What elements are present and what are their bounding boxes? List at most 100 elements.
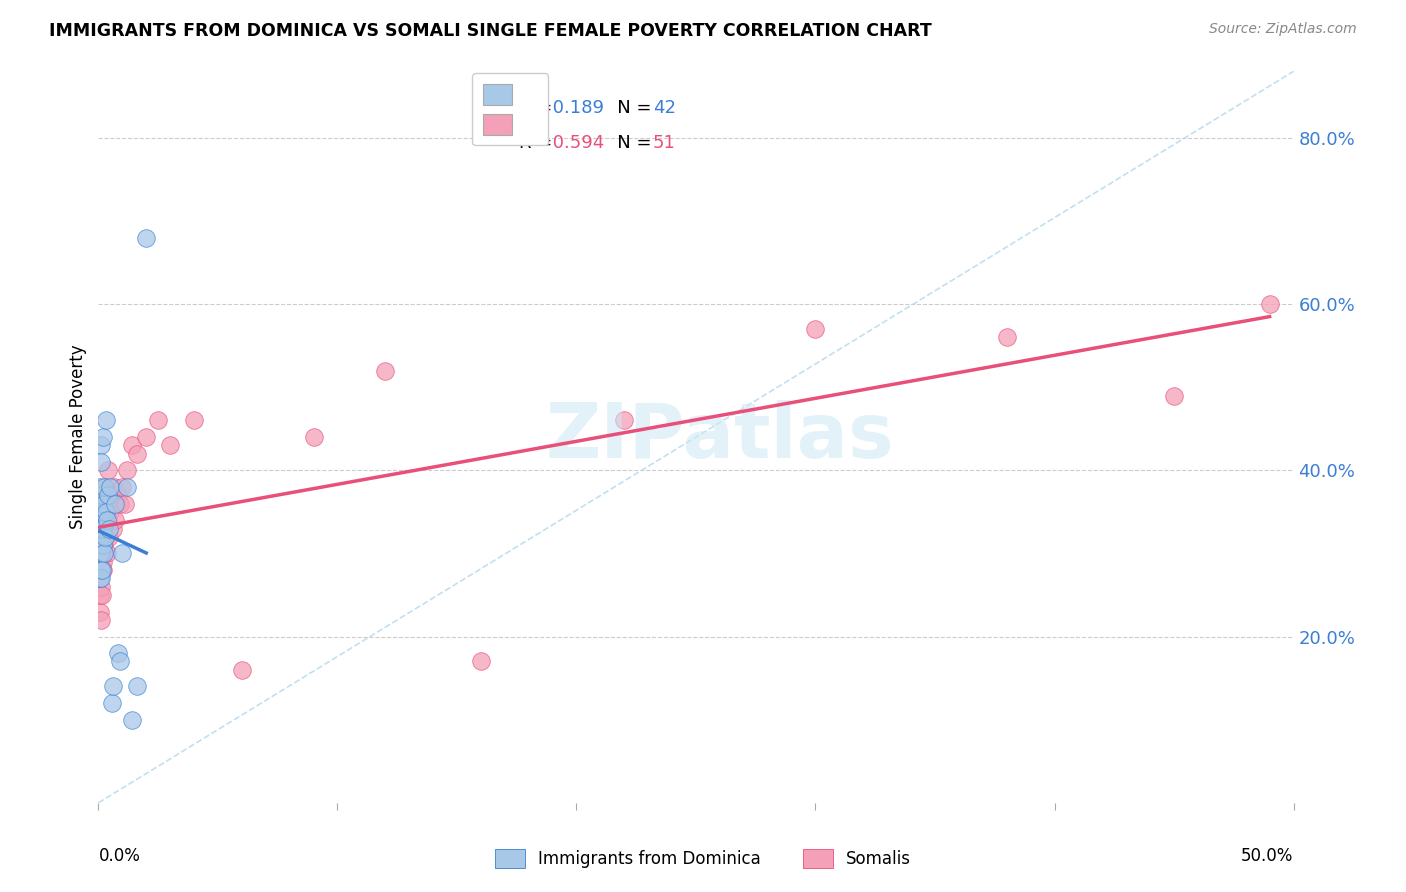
Point <box>90 546 112 560</box>
Point <box>108 655 131 669</box>
Point <box>89 546 111 560</box>
Point <box>91 530 114 544</box>
Text: IMMIGRANTS FROM DOMINICA VS SOMALI SINGLE FEMALE POVERTY CORRELATION CHART: IMMIGRANTS FROM DOMINICA VS SOMALI SINGL… <box>49 22 932 40</box>
Text: N =: N = <box>600 99 658 117</box>
Point <box>100 696 122 710</box>
Point <box>97 513 120 527</box>
Point <box>91 563 114 577</box>
Point <box>94 530 117 544</box>
Point <box>101 521 124 535</box>
Point <box>104 497 127 511</box>
Point <box>91 430 114 444</box>
Text: 42: 42 <box>652 99 676 117</box>
Point <box>103 480 125 494</box>
Point <box>90 530 112 544</box>
Point <box>94 505 117 519</box>
Point <box>90 455 112 469</box>
Point <box>91 505 114 519</box>
Point <box>89 588 111 602</box>
Point <box>97 488 120 502</box>
Point <box>90 563 112 577</box>
Point <box>107 646 129 660</box>
Point <box>121 713 143 727</box>
Point <box>100 497 122 511</box>
Y-axis label: Single Female Poverty: Single Female Poverty <box>69 345 87 529</box>
Point <box>91 521 114 535</box>
Point <box>89 546 111 560</box>
Text: 51: 51 <box>652 134 676 152</box>
Point <box>995 330 1018 344</box>
Point <box>98 521 121 535</box>
Text: ZIPatlas: ZIPatlas <box>546 401 894 474</box>
Point <box>96 546 118 560</box>
Point <box>231 663 253 677</box>
Point <box>1163 388 1185 402</box>
Point <box>114 497 136 511</box>
Legend:   ,   : , <box>472 73 548 145</box>
Point <box>90 546 112 560</box>
Point <box>91 521 114 535</box>
Point <box>89 480 111 494</box>
Point <box>115 463 138 477</box>
Point <box>135 230 157 244</box>
Text: 50.0%: 50.0% <box>1241 847 1294 864</box>
Point <box>93 480 115 494</box>
Text: 0.0%: 0.0% <box>98 847 141 864</box>
Point <box>125 680 148 694</box>
Point <box>90 497 112 511</box>
Point <box>613 413 636 427</box>
Point <box>91 588 114 602</box>
Legend: Immigrants from Dominica, Somalis: Immigrants from Dominica, Somalis <box>488 842 918 875</box>
Point <box>804 322 827 336</box>
Point <box>94 413 117 427</box>
Point <box>91 538 114 552</box>
Point <box>91 488 114 502</box>
Point <box>111 480 134 494</box>
Point <box>183 413 205 427</box>
Text: R =: R = <box>519 134 558 152</box>
Text: 0.189: 0.189 <box>547 99 603 117</box>
Point <box>108 497 131 511</box>
Text: 0.594: 0.594 <box>547 134 603 152</box>
Point <box>107 488 129 502</box>
Point <box>98 505 122 519</box>
Point <box>89 571 111 585</box>
Point <box>90 505 112 519</box>
Point <box>97 463 120 477</box>
Point <box>125 447 148 461</box>
Point <box>90 613 112 627</box>
Point <box>135 430 157 444</box>
Point <box>89 530 111 544</box>
Point <box>89 497 111 511</box>
Point <box>94 480 117 494</box>
Point <box>91 521 114 535</box>
Point <box>90 438 112 452</box>
Point <box>91 497 114 511</box>
Point <box>115 480 138 494</box>
Point <box>90 571 112 585</box>
Text: R =: R = <box>519 99 558 117</box>
Point <box>101 680 124 694</box>
Point <box>90 580 112 594</box>
Point <box>90 563 112 577</box>
Point <box>89 530 111 544</box>
Point <box>93 497 115 511</box>
Point <box>91 555 114 569</box>
Point <box>148 413 170 427</box>
Point <box>98 530 121 544</box>
Point <box>374 363 396 377</box>
Point <box>93 546 115 560</box>
Point <box>93 538 115 552</box>
Point <box>91 563 114 577</box>
Point <box>98 480 122 494</box>
Point <box>1258 297 1281 311</box>
Point <box>89 605 111 619</box>
Point <box>159 438 181 452</box>
Point <box>89 571 111 585</box>
Point <box>94 530 117 544</box>
Point <box>93 546 115 560</box>
Text: Source: ZipAtlas.com: Source: ZipAtlas.com <box>1209 22 1357 37</box>
Point <box>90 497 112 511</box>
Point <box>302 430 325 444</box>
Point <box>96 513 118 527</box>
